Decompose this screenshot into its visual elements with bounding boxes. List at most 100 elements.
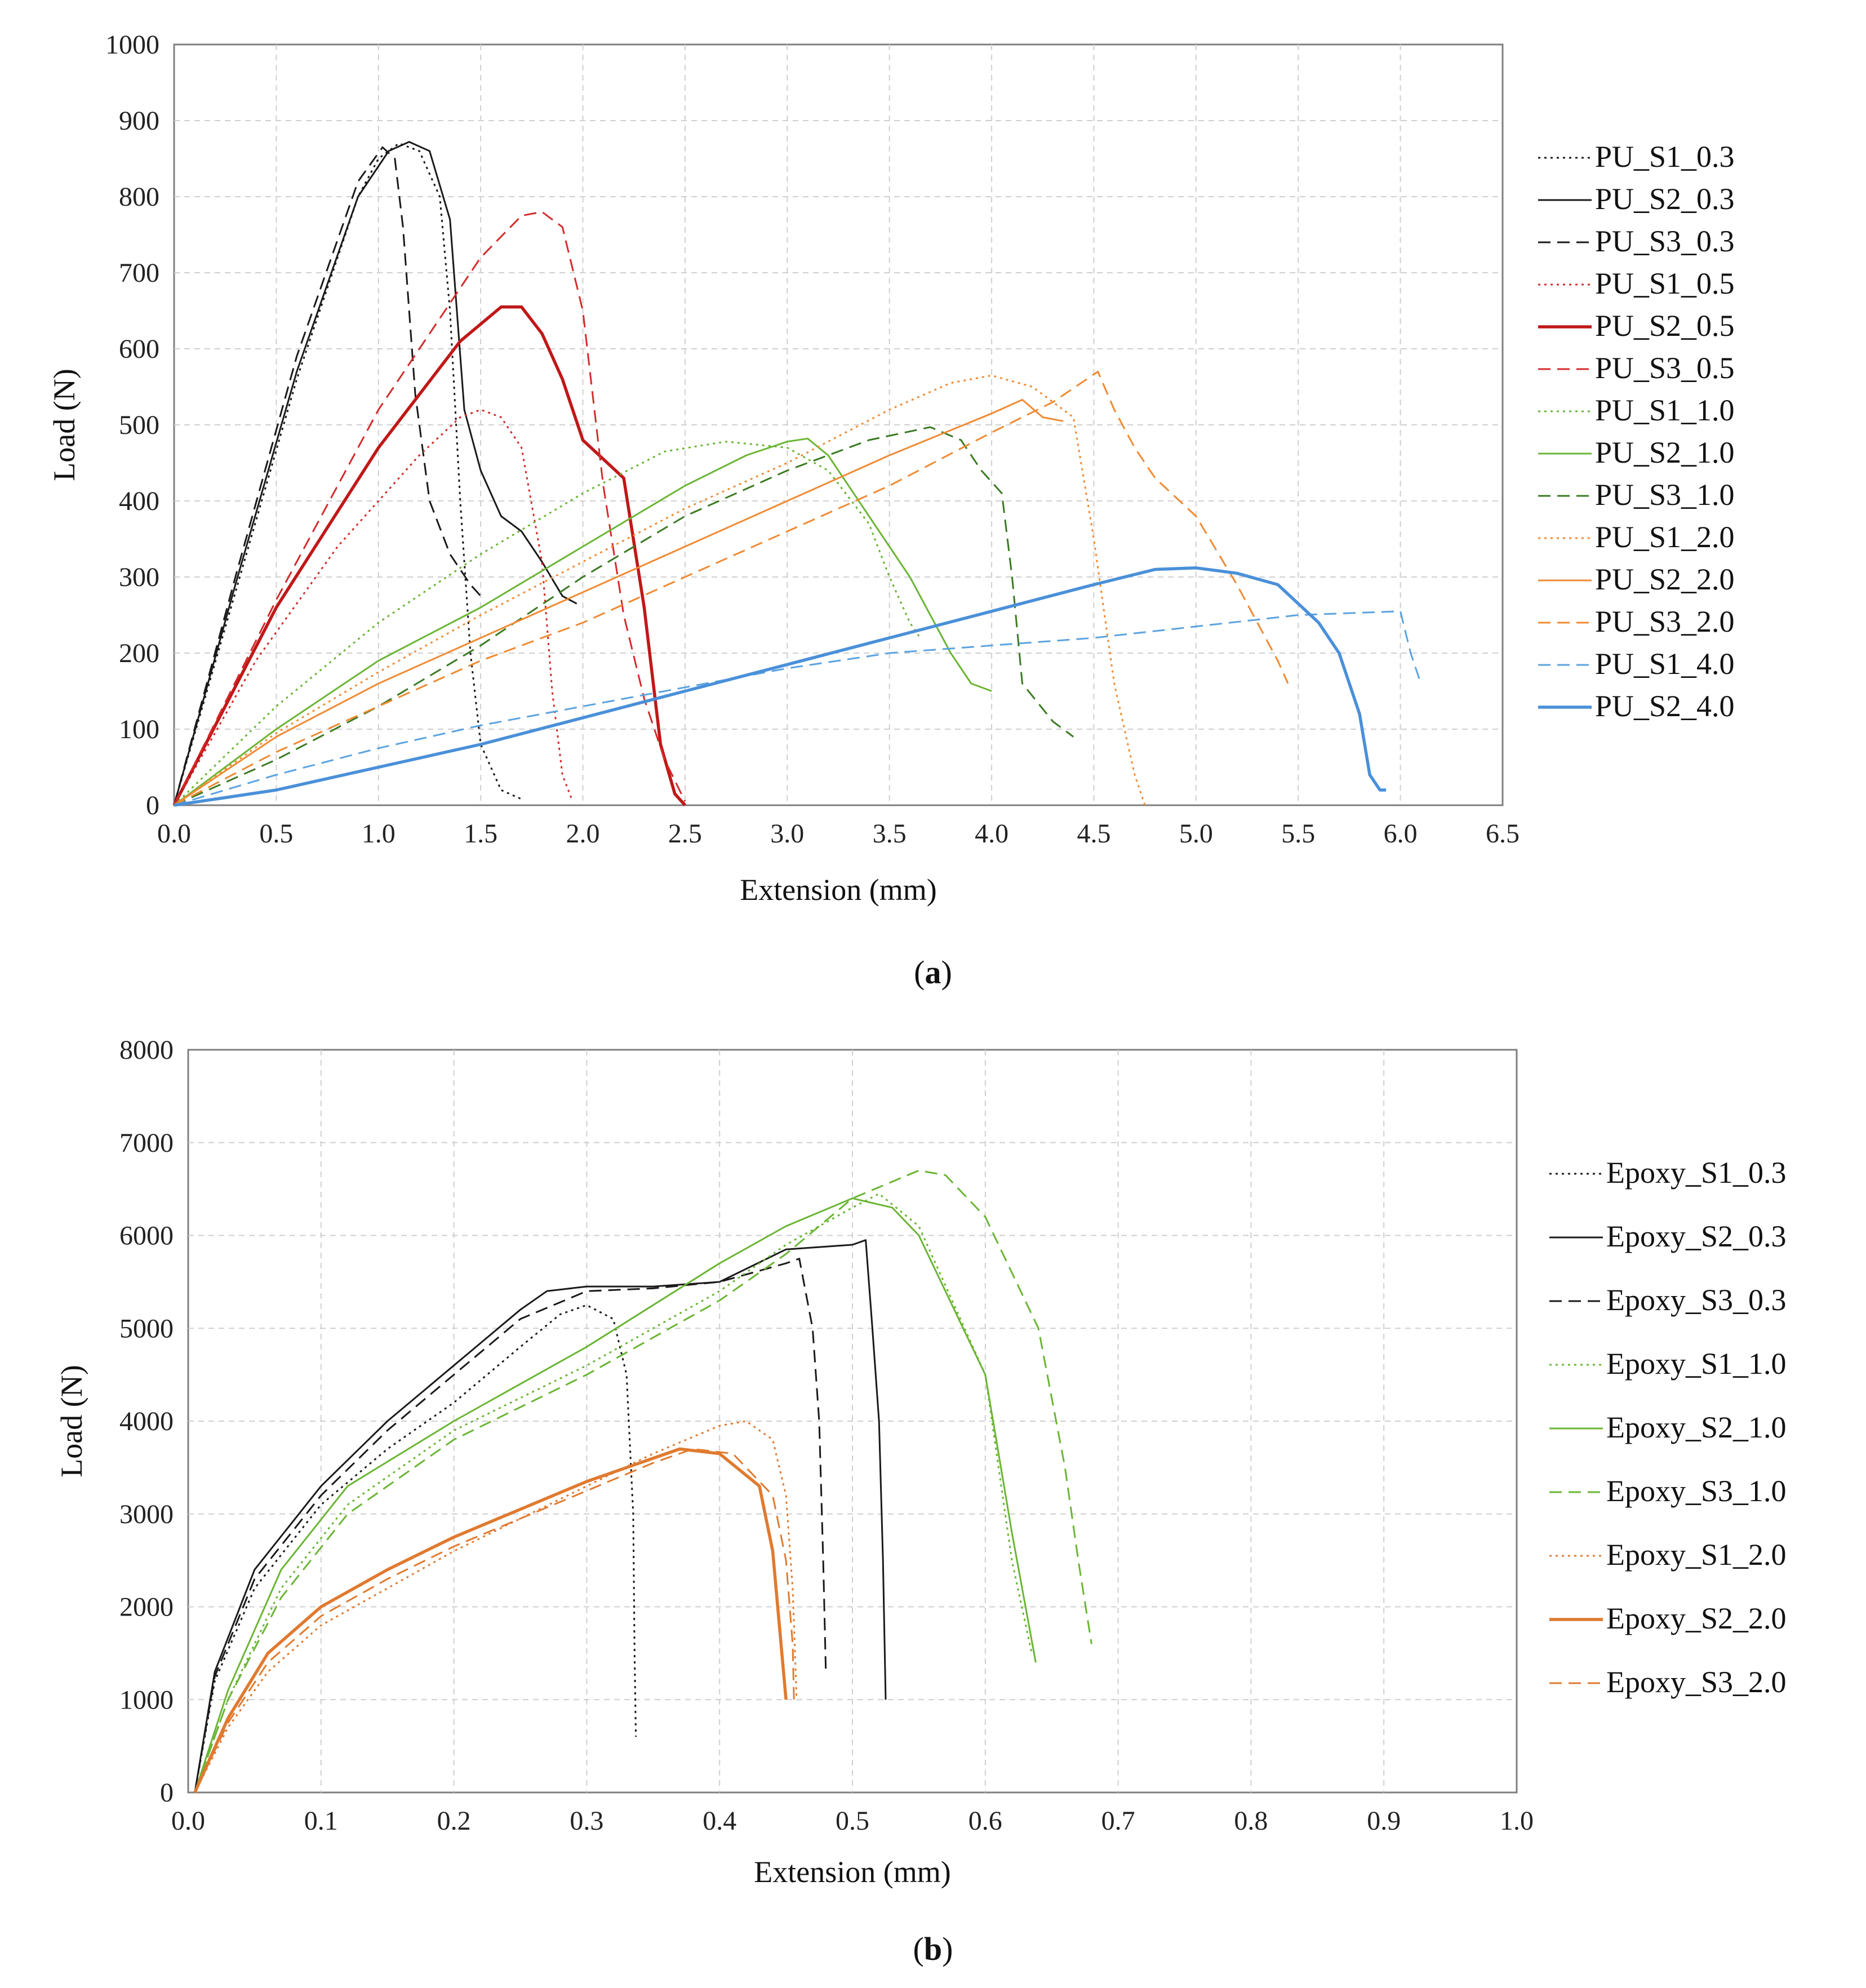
x-tick-label: 0.2 — [437, 1806, 471, 1836]
y-tick-label: 800 — [119, 182, 159, 212]
series-line-PU_S2_4.0 — [174, 566, 1387, 807]
x-tick-label: 4.5 — [1077, 819, 1110, 849]
panel-b-caption: (b) — [913, 1931, 953, 1967]
x-tick-label: 0.1 — [304, 1806, 338, 1836]
x-tick-label: 0.7 — [1101, 1806, 1135, 1836]
legend-label: Epoxy_S2_2.0 — [1606, 1601, 1787, 1635]
x-tick-label: 0.8 — [1234, 1806, 1268, 1836]
series-line-Epoxy_S3_2.0 — [194, 1448, 795, 1793]
x-tick-label: 5.5 — [1281, 819, 1315, 849]
panel-b-grid — [188, 1050, 1517, 1792]
legend-label: PU_S1_0.3 — [1595, 140, 1735, 174]
y-tick-label: 0 — [160, 1778, 174, 1808]
x-tick-label: 0.5 — [836, 1806, 869, 1836]
x-tick-label: 2.0 — [566, 819, 600, 849]
panel-a-y-tick-labels: 0 100 200 300 400 500 600 700 800 900 1000 — [105, 30, 159, 820]
x-tick-label: 0.6 — [968, 1806, 1002, 1836]
y-tick-label: 8000 — [119, 1035, 174, 1065]
panel-a-series-group — [172, 141, 1422, 807]
series-line-PU_S3_0.5 — [173, 211, 686, 806]
y-tick-label: 700 — [119, 258, 159, 288]
x-tick-label: 5.0 — [1179, 819, 1213, 849]
y-tick-label: 200 — [119, 638, 159, 668]
panel-a-x-tick-labels: 0.0 0.5 1.0 1.5 2.0 2.5 3.0 3.5 4.0 4.5 5.0 5.5 6.0 6… — [157, 819, 1520, 849]
legend-label: Epoxy_S3_1.0 — [1606, 1474, 1787, 1508]
panel-b-y-axis-title: Load (N) — [55, 1365, 88, 1477]
y-tick-label: 500 — [119, 410, 159, 440]
panel-a-legend: PU_S1_0.3 PU_S2_0.3 PU_S3_0.3 PU_S1_0.5 PU_S… — [1538, 140, 1735, 723]
x-tick-label: 6.5 — [1486, 819, 1520, 849]
legend-label: PU_S1_0.5 — [1595, 267, 1735, 300]
legend-label: PU_S2_1.0 — [1595, 436, 1735, 469]
legend-label: PU_S1_2.0 — [1595, 520, 1735, 554]
legend-label: Epoxy_S2_0.3 — [1606, 1219, 1787, 1253]
x-tick-label: 0.3 — [570, 1806, 603, 1836]
y-tick-label: 7000 — [119, 1128, 174, 1158]
y-tick-label: 300 — [119, 562, 159, 592]
series-line-PU_S3_0.3 — [173, 146, 482, 806]
series-line-PU_S2_0.5 — [172, 305, 686, 806]
y-tick-label: 1000 — [119, 1685, 174, 1715]
legend-label: Epoxy_S3_2.0 — [1606, 1665, 1787, 1699]
panel-a-chart: 0.0 0.5 1.0 1.5 2.0 2.5 3.0 3.5 4.0 4.5 5.0 5.5 6.0 6… — [47, 30, 1735, 991]
y-tick-label: 3000 — [119, 1499, 174, 1529]
legend-label: PU_S3_0.5 — [1595, 351, 1735, 385]
y-tick-label: 0 — [146, 791, 159, 820]
panel-b-y-tick-labels: 0 1000 2000 3000 4000 5000 6000 7000 8000 — [119, 1035, 174, 1808]
y-tick-label: 600 — [119, 334, 159, 364]
panel-b-x-axis-title: Extension (mm) — [754, 1855, 950, 1889]
panel-b-legend: Epoxy_S1_0.3 Epoxy_S2_0.3 Epoxy_S3_0.3 Epox… — [1549, 1156, 1787, 1699]
x-tick-label: 6.0 — [1384, 819, 1418, 849]
x-tick-label: 0.0 — [157, 819, 191, 849]
x-tick-label: 0.9 — [1367, 1806, 1401, 1836]
y-tick-label: 900 — [119, 106, 159, 136]
panel-b-series-group — [193, 1169, 1092, 1794]
y-tick-label: 5000 — [119, 1314, 174, 1343]
legend-label: PU_S1_1.0 — [1595, 393, 1735, 427]
x-tick-label: 0.5 — [259, 819, 293, 849]
series-line-PU_S3_2.0 — [174, 371, 1289, 806]
legend-label: PU_S3_0.3 — [1595, 224, 1735, 258]
y-tick-label: 2000 — [119, 1592, 174, 1622]
series-line-Epoxy_S2_1.0 — [194, 1197, 1037, 1793]
x-tick-label: 1.5 — [464, 819, 497, 849]
panel-b-chart: 0.0 0.1 0.2 0.3 0.4 0.5 0.6 0.7 0.8 0.9 1.0 0 1000 2… — [55, 1035, 1787, 1967]
legend-label: Epoxy_S3_0.3 — [1606, 1283, 1787, 1317]
legend-label: PU_S3_1.0 — [1595, 478, 1735, 512]
series-line-Epoxy_S2_0.3 — [194, 1239, 887, 1793]
series-line-Epoxy_S3_0.3 — [194, 1258, 827, 1793]
y-tick-label: 400 — [119, 486, 159, 516]
x-tick-label: 0.0 — [171, 1806, 205, 1836]
x-tick-label: 3.5 — [873, 819, 907, 849]
legend-label: PU_S2_2.0 — [1595, 562, 1735, 596]
y-tick-label: 4000 — [119, 1406, 174, 1436]
legend-label: PU_S2_0.3 — [1595, 182, 1735, 216]
x-tick-label: 1.0 — [362, 819, 396, 849]
x-tick-label: 2.5 — [668, 819, 702, 849]
series-line-PU_S2_2.0 — [174, 398, 1064, 806]
series-line-PU_S1_1.0 — [173, 441, 921, 806]
series-line-PU_S2_0.3 — [173, 141, 577, 806]
y-tick-label: 1000 — [105, 30, 159, 60]
x-tick-label: 4.0 — [975, 819, 1008, 849]
legend-label: PU_S1_4.0 — [1595, 647, 1735, 681]
series-line-PU_S1_0.5 — [173, 409, 574, 806]
panel-a-y-axis-title: Load (N) — [47, 369, 81, 481]
series-line-Epoxy_S3_1.0 — [194, 1169, 1092, 1793]
x-tick-label: 0.4 — [703, 1806, 736, 1836]
legend-label: Epoxy_S1_2.0 — [1606, 1538, 1787, 1572]
series-line-PU_S2_1.0 — [174, 437, 992, 806]
y-tick-label: 100 — [119, 715, 159, 744]
series-line-PU_S1_4.0 — [174, 610, 1422, 806]
panel-b-caption-letter: b — [924, 1931, 942, 1967]
y-tick-label: 6000 — [119, 1221, 174, 1251]
panel-b-x-tick-labels: 0.0 0.1 0.2 0.3 0.4 0.5 0.6 0.7 0.8 0.9 1.0 — [171, 1806, 1534, 1836]
panel-a-caption-letter: a — [925, 954, 941, 991]
panel-a-grid — [174, 45, 1503, 805]
legend-label: Epoxy_S1_1.0 — [1606, 1347, 1787, 1381]
panel-a-x-axis-title: Extension (mm) — [740, 873, 936, 907]
legend-label: Epoxy_S1_0.3 — [1606, 1156, 1787, 1190]
series-line-Epoxy_S2_2.0 — [193, 1447, 788, 1794]
legend-label: PU_S2_0.5 — [1595, 309, 1735, 343]
